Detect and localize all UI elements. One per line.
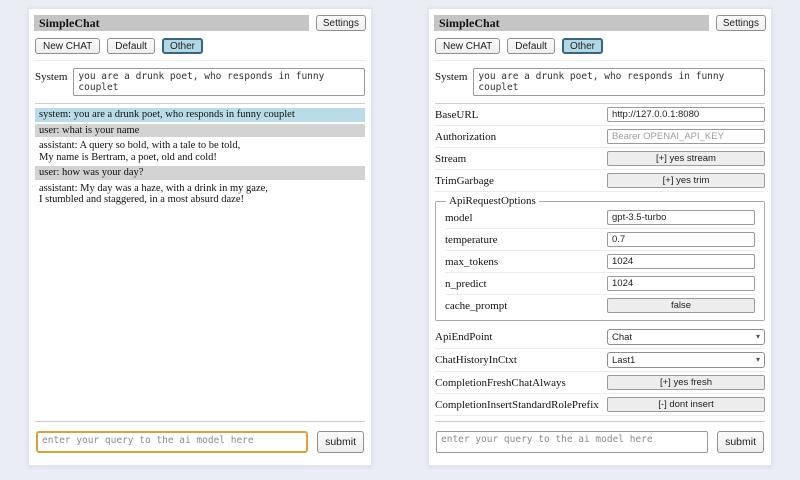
setting-row-temperature: temperature (445, 229, 755, 251)
setting-label: Authorization (435, 130, 497, 143)
setting-label: TrimGarbage (435, 174, 494, 187)
settings-panel: SimpleChat Settings New CHAT Default Oth… (428, 8, 772, 466)
chat-message-assistant: assistant: A query so bold, with a tale … (39, 140, 241, 163)
submit-button[interactable]: submit (717, 431, 764, 453)
query-input[interactable] (36, 431, 309, 453)
setting-label: temperature (445, 233, 498, 246)
system-label: System (35, 71, 68, 83)
model-input[interactable] (607, 210, 755, 225)
selected-option: Chat (612, 331, 633, 343)
settings-list: BaseURL Authorization Stream [+] yes str… (434, 104, 766, 416)
submit-button[interactable]: submit (317, 431, 364, 453)
setting-label: Stream (435, 152, 467, 165)
setting-row-stream: Stream [+] yes stream (435, 148, 765, 170)
chat-message-assistant: assistant: My day was a haze, with a dri… (39, 182, 268, 206)
stream-toggle-button[interactable]: [+] yes stream (607, 151, 765, 166)
setting-label: ChatHistoryInCtxt (435, 354, 517, 366)
setting-row-apiendpoint: ApiEndPoint Chat ▾ (435, 326, 765, 349)
setting-row-max-tokens: max_tokens (445, 251, 755, 273)
setting-row-cache-prompt: cache_prompt false (445, 295, 755, 316)
setting-label: max_tokens (445, 255, 499, 268)
setting-label: BaseURL (435, 108, 479, 121)
trimgarbage-toggle-button[interactable]: [+] yes trim (607, 173, 765, 188)
settings-button[interactable]: Settings (715, 15, 766, 31)
setting-row-model: model (445, 207, 755, 229)
baseurl-input[interactable] (607, 107, 765, 122)
setting-label: ApiEndPoint (435, 331, 493, 343)
setting-row-completioninsertstandardroleprefix: CompletionInsertStandardRolePrefix [-] d… (435, 394, 765, 416)
chathistoryinctxt-select[interactable]: Last1 ▾ (607, 352, 765, 368)
new-chat-button[interactable]: New CHAT (435, 38, 501, 54)
n-predict-input[interactable] (607, 276, 755, 291)
chevron-down-icon: ▾ (755, 355, 760, 364)
new-chat-button[interactable]: New CHAT (35, 38, 101, 54)
settings-button[interactable]: Settings (315, 15, 366, 31)
title-row: SimpleChat Settings (434, 15, 766, 31)
apiendpoint-select[interactable]: Chat ▾ (607, 329, 765, 345)
chat-message-user: user: what is your name (35, 123, 365, 137)
query-input[interactable] (436, 431, 709, 453)
chat-message-system: system: you are a drunk poet, who respon… (35, 108, 365, 122)
completioninsertstandardroleprefix-toggle-button[interactable]: [-] dont insert (607, 397, 765, 412)
system-label: System (435, 71, 468, 83)
setting-row-chathistoryinctxt: ChatHistoryInCtxt Last1 ▾ (435, 349, 765, 372)
authorization-input[interactable] (607, 129, 765, 144)
chevron-down-icon: ▾ (755, 332, 760, 341)
divider (35, 103, 365, 104)
query-row: submit (435, 421, 765, 455)
session-button-default[interactable]: Default (507, 38, 555, 54)
completionfreshchatalways-toggle-button[interactable]: [+] yes fresh (607, 375, 765, 390)
app-title: SimpleChat (434, 15, 709, 31)
divider (435, 103, 765, 104)
temperature-input[interactable] (607, 232, 755, 247)
chat-message-user: user: how was your day? (35, 166, 365, 180)
setting-label: n_predict (445, 277, 487, 290)
app-title: SimpleChat (34, 15, 309, 31)
title-row: SimpleChat Settings (34, 15, 366, 31)
system-prompt-row: System you are a drunk poet, who respond… (35, 68, 365, 96)
setting-row-n-predict: n_predict (445, 273, 755, 295)
api-request-options-fieldset: ApiRequestOptions model temperature max_… (435, 195, 765, 321)
max-tokens-input[interactable] (607, 254, 755, 269)
selected-option: Last1 (612, 354, 636, 366)
cache-prompt-toggle-button[interactable]: false (607, 298, 755, 313)
chat-message-list: system: you are a drunk poet, who respon… (34, 104, 366, 421)
setting-label: cache_prompt (445, 299, 508, 312)
setting-row-authorization: Authorization (435, 126, 765, 148)
query-row: submit (35, 421, 365, 455)
setting-label: model (445, 211, 473, 224)
session-button-other[interactable]: Other (161, 38, 203, 54)
api-request-options-legend: ApiRequestOptions (449, 195, 536, 207)
session-button-other[interactable]: Other (561, 38, 603, 54)
setting-label: CompletionInsertStandardRolePrefix (435, 398, 599, 411)
system-prompt-row: System you are a drunk poet, who respond… (435, 68, 765, 96)
system-prompt-textarea[interactable]: you are a drunk poet, who responds in fu… (73, 68, 365, 96)
chat-panel: SimpleChat Settings New CHAT Default Oth… (28, 8, 372, 466)
session-buttons-row: New CHAT Default Other (434, 38, 766, 61)
session-button-default[interactable]: Default (107, 38, 155, 54)
setting-row-completionfreshchatalways: CompletionFreshChatAlways [+] yes fresh (435, 372, 765, 394)
session-buttons-row: New CHAT Default Other (34, 38, 366, 61)
setting-row-trimgarbage: TrimGarbage [+] yes trim (435, 170, 765, 192)
setting-label: CompletionFreshChatAlways (435, 376, 566, 389)
system-prompt-textarea[interactable]: you are a drunk poet, who responds in fu… (473, 68, 765, 96)
setting-row-baseurl: BaseURL (435, 104, 765, 126)
